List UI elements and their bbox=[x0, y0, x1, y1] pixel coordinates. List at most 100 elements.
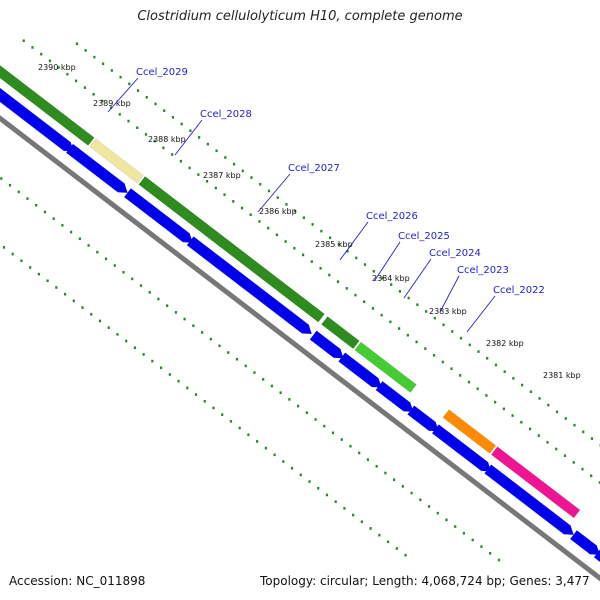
gene-block bbox=[138, 176, 325, 323]
cds-arrow bbox=[593, 549, 600, 563]
dot bbox=[92, 92, 95, 96]
dot bbox=[84, 49, 87, 52]
dot bbox=[355, 256, 358, 260]
dot bbox=[320, 229, 323, 233]
dot bbox=[352, 513, 355, 517]
accession-text: Accession: NC_011898 bbox=[9, 574, 146, 588]
dot bbox=[354, 293, 357, 297]
dot bbox=[471, 538, 474, 542]
dot bbox=[70, 230, 73, 234]
dot bbox=[116, 333, 119, 336]
dot bbox=[302, 216, 305, 220]
dot bbox=[180, 122, 183, 126]
gene-label: Ccel_2024 bbox=[429, 248, 481, 259]
dot bbox=[336, 280, 340, 283]
dot bbox=[424, 347, 427, 350]
cds-arrow bbox=[338, 352, 382, 388]
dot bbox=[163, 109, 166, 112]
dot bbox=[107, 326, 110, 329]
dot bbox=[363, 263, 367, 266]
dot bbox=[489, 552, 492, 555]
dot bbox=[229, 420, 233, 423]
gene-block bbox=[0, 65, 95, 146]
dot bbox=[273, 453, 276, 457]
dot bbox=[109, 106, 113, 109]
dot bbox=[401, 485, 404, 488]
dot bbox=[61, 224, 64, 227]
dot bbox=[555, 410, 559, 414]
dot bbox=[8, 183, 12, 187]
dot bbox=[194, 393, 198, 396]
dot bbox=[17, 190, 20, 194]
dot bbox=[35, 203, 38, 207]
label-leader bbox=[439, 275, 460, 313]
dot bbox=[323, 424, 326, 428]
dot bbox=[450, 367, 453, 370]
dot bbox=[358, 451, 361, 455]
dot bbox=[224, 156, 227, 159]
dot bbox=[415, 340, 418, 344]
dot bbox=[142, 353, 145, 356]
dot bbox=[555, 447, 558, 451]
dot bbox=[2, 246, 6, 249]
dot bbox=[380, 313, 383, 317]
dot bbox=[477, 350, 480, 353]
dot bbox=[363, 300, 366, 304]
dot bbox=[590, 474, 593, 478]
dot bbox=[427, 505, 431, 508]
dot bbox=[521, 383, 524, 387]
cds-arrow bbox=[309, 330, 344, 359]
dot bbox=[546, 441, 549, 444]
dot bbox=[406, 333, 409, 337]
dot bbox=[22, 39, 25, 43]
dot bbox=[497, 558, 500, 562]
dot bbox=[46, 279, 49, 283]
dot bbox=[247, 433, 250, 437]
tick-label: 2381 kbp bbox=[543, 371, 581, 380]
gene-block bbox=[490, 446, 581, 519]
dot bbox=[314, 418, 317, 421]
dot bbox=[256, 440, 259, 443]
label-leader bbox=[339, 221, 369, 261]
dot bbox=[564, 417, 567, 420]
dot bbox=[102, 62, 105, 66]
dot bbox=[96, 250, 99, 254]
gene-labels: Ccel_2029 Ccel_2028 Ccel_2027 Ccel_2026 Ccel… bbox=[107, 67, 545, 333]
gene-label: Ccel_2023 bbox=[457, 265, 509, 276]
dot bbox=[87, 244, 90, 247]
dot bbox=[11, 252, 14, 256]
dot bbox=[467, 380, 471, 384]
dot bbox=[529, 390, 532, 394]
label-leader bbox=[107, 77, 139, 113]
dot bbox=[26, 197, 29, 200]
dot bbox=[63, 292, 67, 296]
dot bbox=[480, 545, 483, 548]
dot bbox=[174, 311, 177, 314]
dot bbox=[432, 354, 436, 357]
dot bbox=[57, 66, 60, 69]
dot bbox=[166, 304, 169, 307]
dot bbox=[389, 320, 392, 324]
dot bbox=[179, 159, 182, 163]
dot bbox=[98, 319, 102, 323]
cds-arrow bbox=[407, 405, 439, 432]
dot bbox=[349, 444, 352, 448]
dot bbox=[55, 286, 58, 289]
dot bbox=[215, 149, 218, 153]
dot bbox=[381, 276, 384, 280]
dot bbox=[520, 420, 523, 424]
dot bbox=[127, 119, 130, 123]
dot bbox=[0, 177, 3, 180]
dot bbox=[75, 42, 79, 46]
dot bbox=[537, 434, 540, 437]
tick-label: 2383 kbp bbox=[429, 307, 467, 316]
cds-arrow bbox=[123, 188, 193, 243]
dot bbox=[310, 260, 313, 263]
dot bbox=[288, 398, 291, 401]
dot bbox=[151, 359, 154, 363]
dot bbox=[113, 264, 116, 267]
dot bbox=[93, 55, 96, 59]
dot bbox=[305, 411, 308, 415]
dot bbox=[285, 203, 288, 206]
dot bbox=[371, 307, 375, 310]
